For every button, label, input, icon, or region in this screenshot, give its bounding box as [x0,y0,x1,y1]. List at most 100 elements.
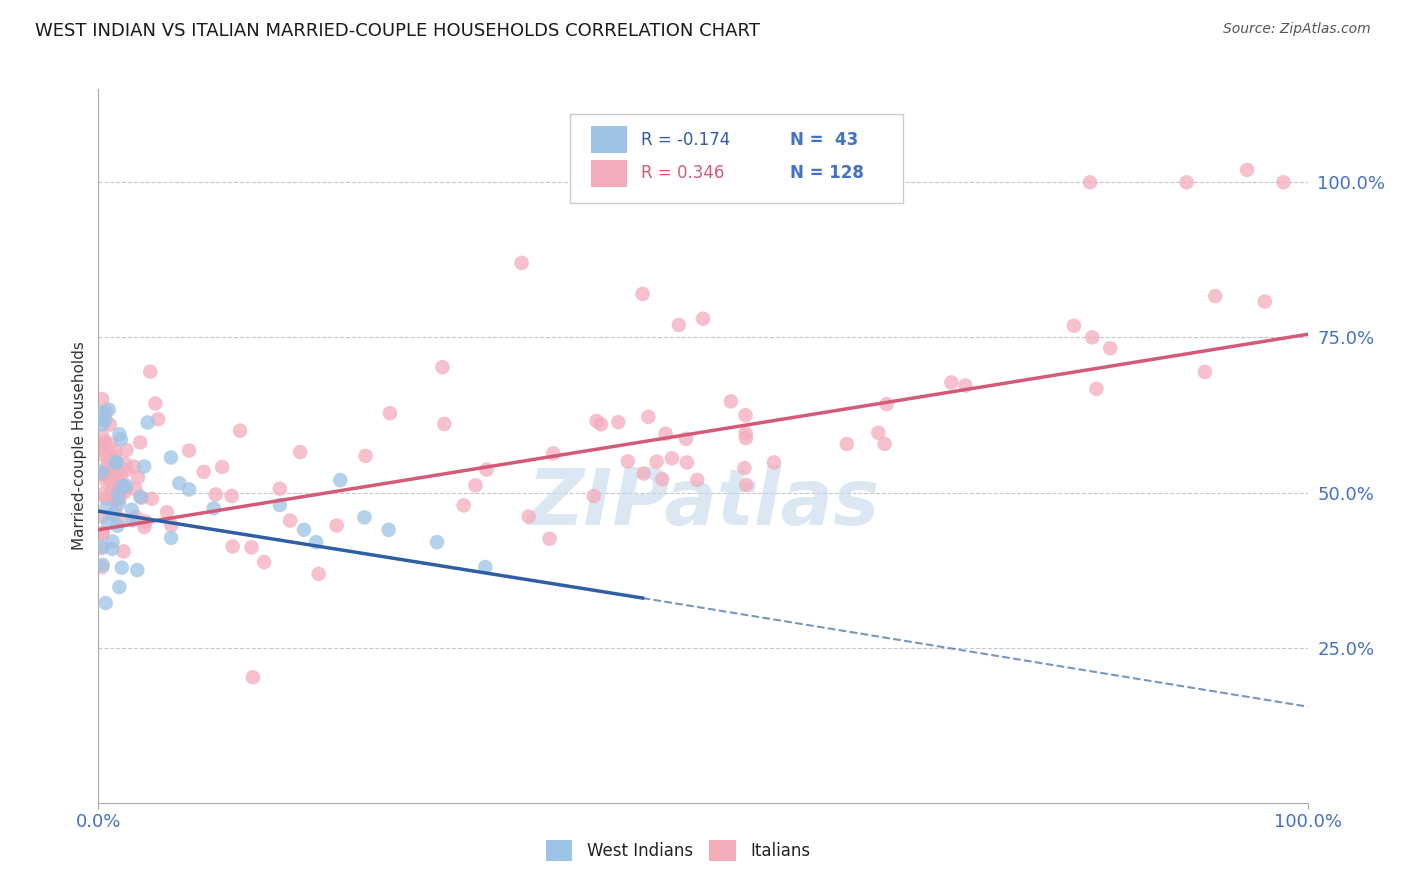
Point [305,535,328,549]
Point [105,464,128,478]
Point [96,500,118,515]
Point [98,417,121,432]
Point [308,566,330,581]
Point [93,413,115,427]
Point [97,402,120,417]
Text: N = 128: N = 128 [790,164,863,182]
Point [1078,175,1101,189]
Point [129,435,152,450]
Point [105,475,128,490]
Point [426,535,449,549]
Text: ZIPatlas: ZIPatlas [527,465,879,541]
Point [735,431,758,445]
Point [122,459,145,474]
Point [453,499,475,513]
Point [517,509,540,524]
Bar [591,160,627,187]
Point [651,472,673,486]
Point [101,534,124,549]
Text: N =  43: N = 43 [790,131,858,149]
Point [91,509,114,524]
Point [111,478,134,492]
Point [91,442,114,457]
Point [101,492,124,507]
Point [101,541,124,556]
Point [139,365,162,379]
Point [941,376,963,390]
Point [668,318,690,332]
Point [105,493,128,508]
Point [134,520,156,534]
Point [141,491,163,506]
Point [98,436,121,450]
Point [94,413,117,427]
Point [160,450,183,465]
Point [112,485,135,500]
Point [108,580,131,594]
Point [433,417,456,431]
Point [91,541,114,556]
Point [91,392,114,406]
Point [193,465,215,479]
Point [221,540,243,554]
Point [762,455,785,469]
Point [91,428,114,442]
Text: WEST INDIAN VS ITALIAN MARRIED-COUPLE HOUSEHOLDS CORRELATION CHART: WEST INDIAN VS ITALIAN MARRIED-COUPLE HO… [35,22,761,40]
Point [93,467,115,481]
Point [211,459,233,474]
Point [720,394,742,409]
Point [91,526,114,541]
Point [114,457,136,471]
Point [229,424,252,438]
Point [143,396,166,410]
Point [127,470,149,484]
Point [91,540,114,554]
Point [108,427,131,442]
Point [1081,330,1104,344]
Point [645,455,668,469]
Point [432,360,454,375]
Point [91,417,114,432]
Point [177,483,200,497]
Point [354,449,377,463]
Text: Italians: Italians [751,842,810,860]
Point [94,435,117,450]
Point [1085,382,1108,396]
Point [868,425,890,440]
Point [91,448,114,462]
Point [1099,341,1122,355]
Point [1272,175,1295,189]
Point [104,506,127,520]
Point [115,442,138,457]
Point [692,311,714,326]
Point [124,482,146,496]
Point [125,510,148,524]
Point [160,518,183,533]
Point [631,287,654,301]
Point [94,596,117,610]
Point [135,515,157,529]
Point [104,455,127,469]
Point [955,378,977,392]
Bar [591,127,627,153]
Point [121,502,143,516]
Point [607,415,630,429]
Point [1254,294,1277,309]
Point [108,512,131,526]
Bar [709,840,735,862]
Bar [546,840,572,862]
Point [115,463,138,477]
Point [329,473,352,487]
Point [835,437,858,451]
Point [114,481,136,495]
Point [96,475,118,489]
Point [288,445,311,459]
Point [202,501,225,516]
Point [654,426,676,441]
Point [94,404,117,418]
Text: Source: ZipAtlas.com: Source: ZipAtlas.com [1223,22,1371,37]
Point [873,437,896,451]
Point [129,490,152,504]
Point [675,432,697,446]
Point [177,443,200,458]
